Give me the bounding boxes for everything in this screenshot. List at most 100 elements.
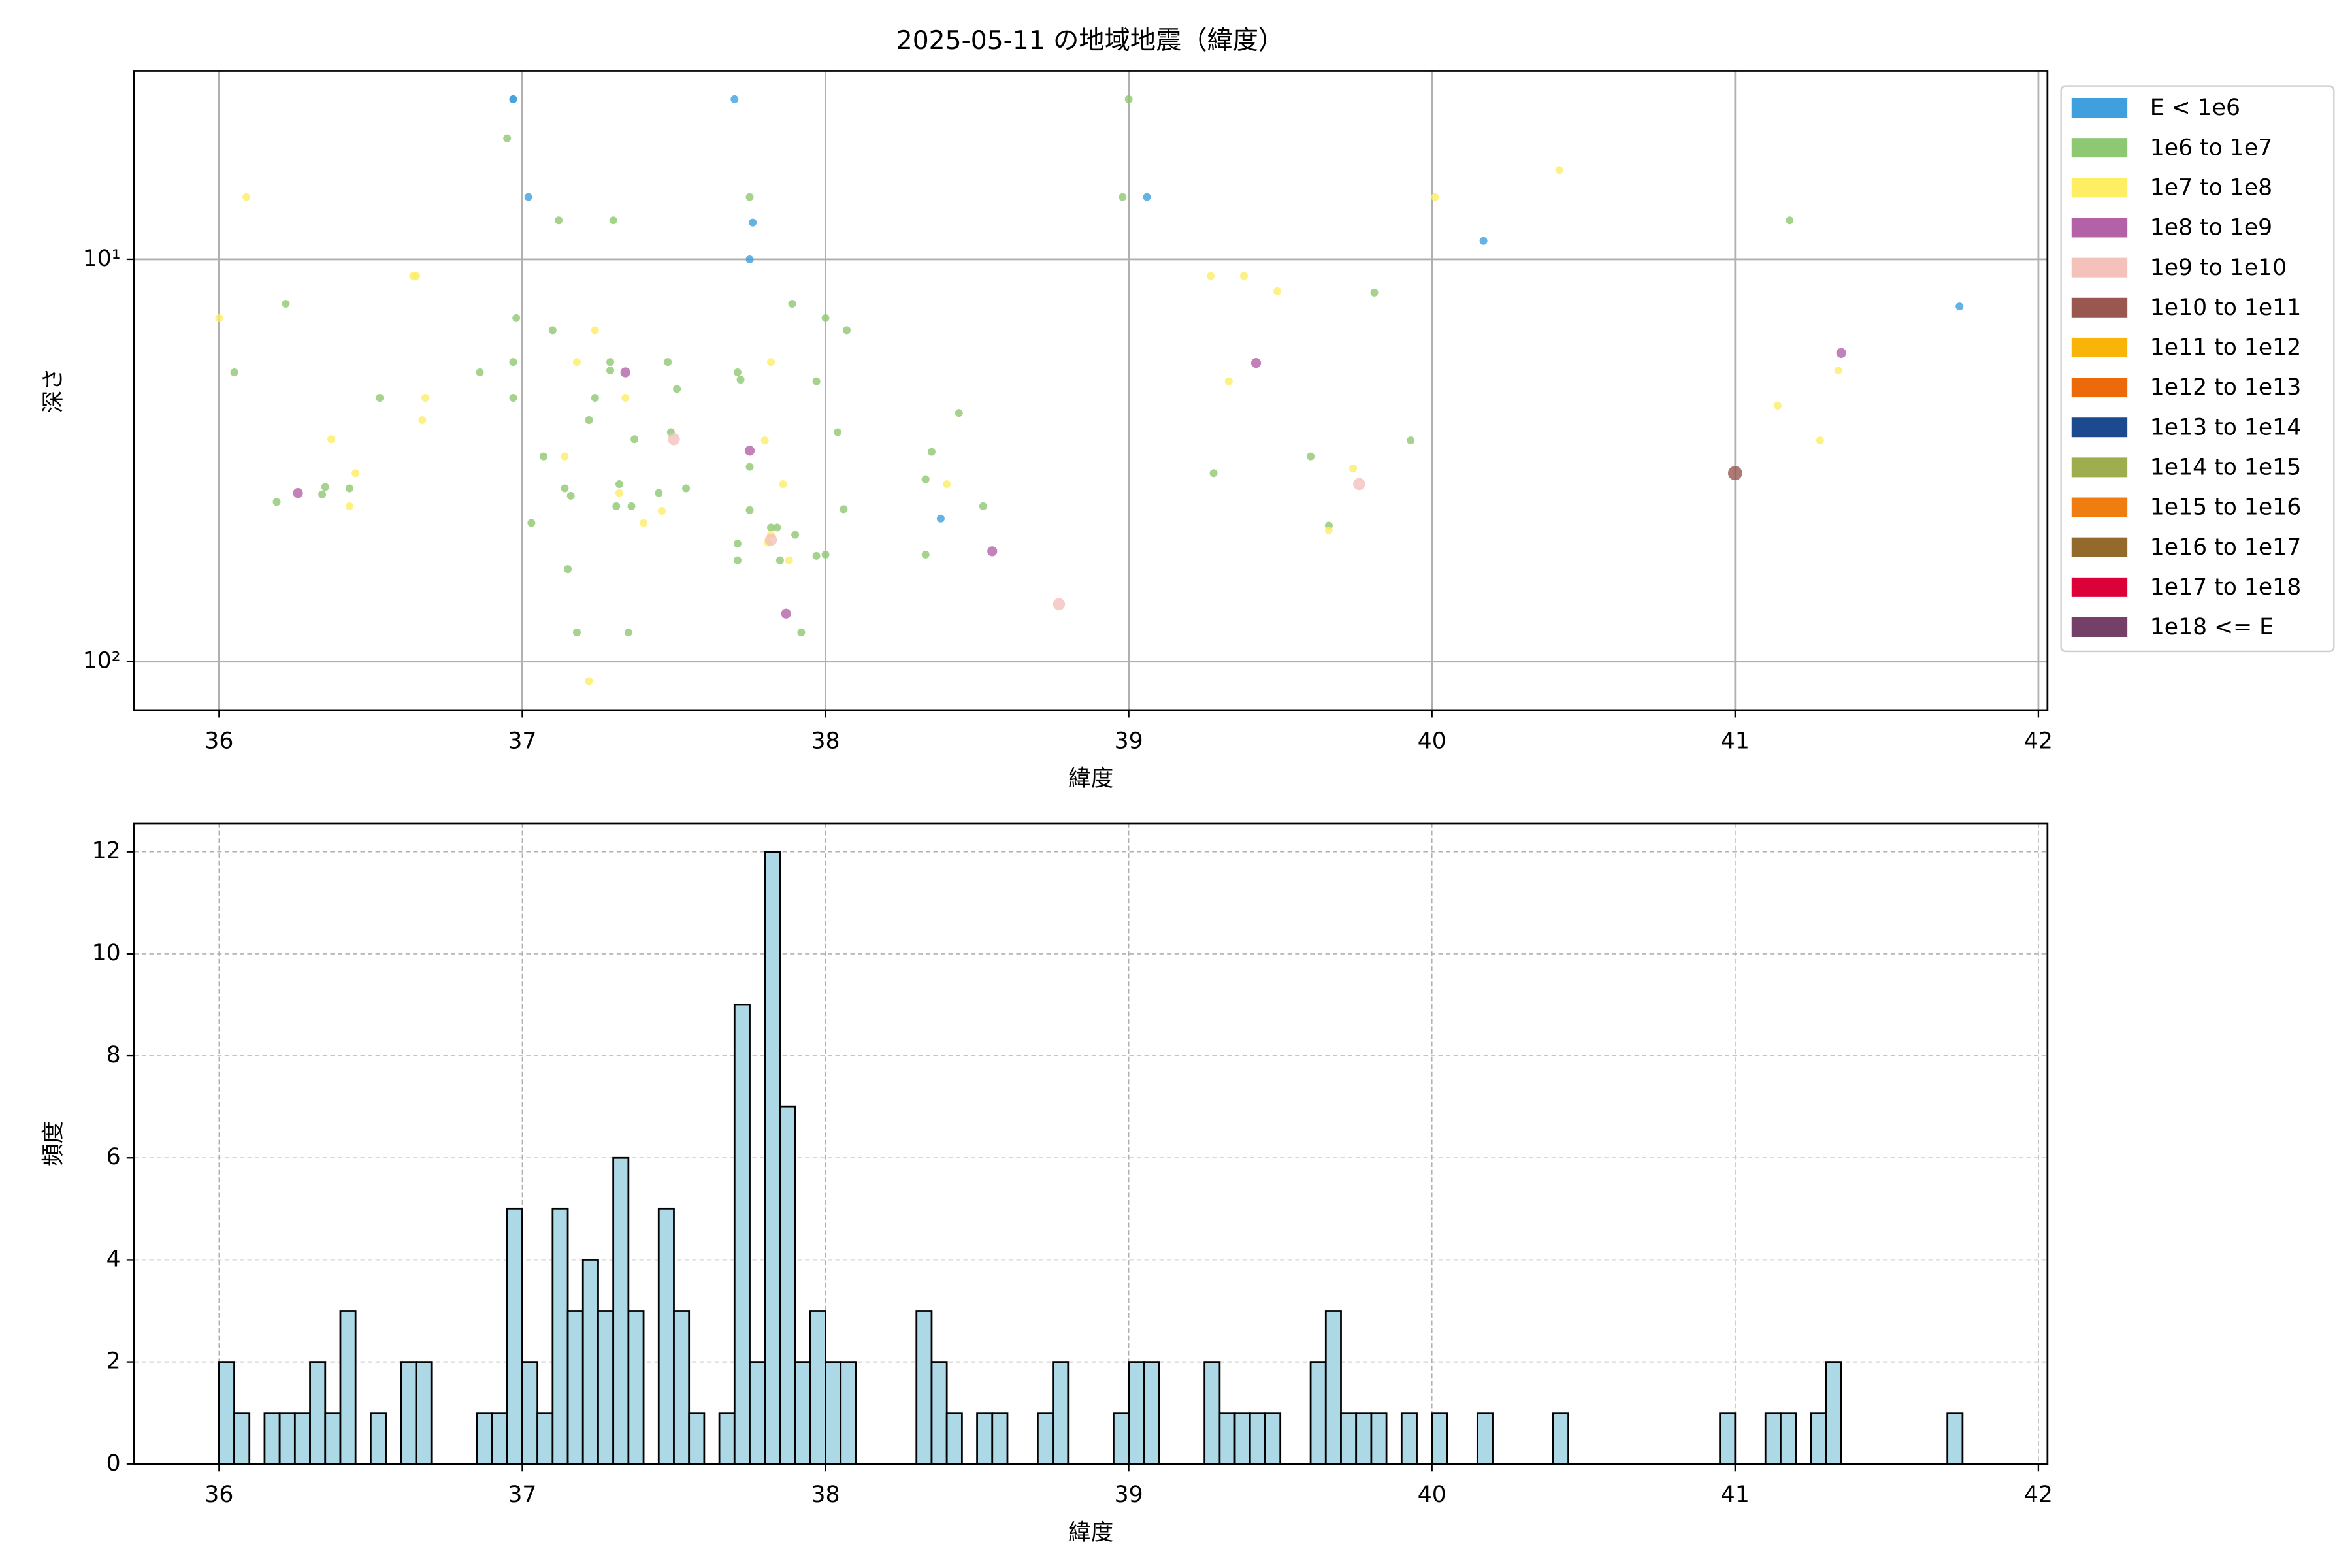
legend-swatch: [2071, 537, 2128, 557]
scatter-point: [821, 550, 830, 559]
chart-title: 2025-05-11 の地域地震（緯度）: [896, 26, 1284, 56]
histogram-bar: [551, 1207, 569, 1465]
histogram-bar: [369, 1412, 387, 1465]
x-tick-label: 42: [2024, 1482, 2053, 1508]
legend-swatch: [2071, 257, 2128, 278]
scatter-point: [791, 531, 800, 539]
histogram-bar: [506, 1207, 523, 1465]
scatter-point: [1273, 287, 1282, 295]
x-tick-label: 41: [1721, 1482, 1750, 1508]
histogram-bar: [1143, 1361, 1160, 1465]
scatter-point: [745, 193, 754, 201]
scatter-point: [282, 300, 290, 308]
histogram-bar: [1052, 1361, 1070, 1465]
scatter-point: [503, 134, 512, 142]
scatter-point: [509, 358, 517, 367]
scatter-point: [1773, 401, 1782, 410]
legend-swatch: [2071, 577, 2128, 597]
histogram-bar: [825, 1361, 842, 1465]
scatter-point: [1431, 193, 1439, 201]
x-tick-label: 40: [1418, 728, 1446, 754]
histogram-bar: [809, 1310, 826, 1465]
y-tick-label: 12: [92, 838, 121, 864]
scatter-point: [1119, 193, 1127, 201]
scatter-point: [1307, 452, 1315, 461]
histogram-bar: [991, 1412, 1009, 1465]
scatter-point: [630, 435, 639, 444]
scatter-point: [621, 394, 630, 402]
scatter-point: [624, 628, 632, 636]
scatter-point: [657, 506, 666, 515]
plot-border: [133, 822, 2049, 1465]
scatter-point: [615, 480, 623, 488]
scatter-point: [561, 452, 569, 461]
scatter-point: [1209, 469, 1218, 478]
legend-label: 1e6 to 1e7: [2150, 135, 2272, 161]
scatter-point: [476, 368, 484, 376]
histogram-bar: [339, 1310, 357, 1465]
legend-label: 1e11 to 1e12: [2150, 335, 2301, 361]
histogram-bar: [1113, 1412, 1130, 1465]
legend-label: 1e9 to 1e10: [2150, 255, 2287, 281]
legend-label: 1e14 to 1e15: [2150, 455, 2301, 481]
scatter-point: [318, 490, 327, 498]
scatter-point: [1816, 436, 1824, 445]
histogram-bar: [1431, 1412, 1448, 1465]
scatter-point: [215, 314, 223, 322]
scatter-point: [1407, 436, 1415, 445]
histogram-bar: [1552, 1412, 1569, 1465]
histogram-bar: [1233, 1412, 1251, 1465]
histogram-bar: [627, 1310, 645, 1465]
histogram-bar: [718, 1412, 736, 1465]
scatter-point: [606, 358, 615, 367]
scatter-point: [664, 358, 672, 367]
scatter-point: [682, 484, 691, 493]
legend-box: [2060, 85, 2335, 653]
legend-label: 1e17 to 1e18: [2150, 574, 2301, 600]
scatter-point: [840, 505, 848, 514]
scatter-point: [561, 484, 569, 493]
histogram-bar: [1719, 1412, 1737, 1465]
scatter-point: [1370, 288, 1379, 297]
scatter-point: [539, 452, 547, 461]
histogram-bar: [1340, 1412, 1358, 1465]
scatter-point: [345, 484, 353, 493]
scatter-point: [781, 608, 791, 619]
x-axis-label: 緯度: [1068, 1520, 1113, 1546]
scatter-point: [943, 480, 951, 488]
x-tick-label: 42: [2024, 728, 2053, 754]
histogram-bar: [733, 1004, 751, 1465]
scatter-point: [749, 218, 757, 227]
scatter-point: [987, 546, 998, 557]
scatter-point: [242, 193, 251, 201]
legend-swatch: [2071, 617, 2128, 637]
scatter-point: [776, 556, 784, 564]
histogram-bar: [612, 1156, 630, 1465]
scatter-point: [733, 556, 742, 564]
scatter-point: [272, 498, 281, 506]
legend-label: 1e7 to 1e8: [2150, 174, 2272, 201]
legend-swatch: [2071, 497, 2128, 517]
histogram-bar: [1825, 1361, 1842, 1465]
y-tick-label: 2: [106, 1348, 121, 1375]
scatter-point: [812, 377, 821, 385]
histogram-bar: [400, 1361, 417, 1465]
histogram-bar: [688, 1412, 706, 1465]
histogram-bar: [278, 1412, 296, 1465]
x-tick-label: 38: [811, 728, 840, 754]
scatter-point: [421, 394, 429, 402]
scatter-point: [620, 367, 630, 378]
histogram-bar: [915, 1310, 933, 1465]
legend-swatch: [2071, 138, 2128, 158]
histogram-bar: [415, 1361, 433, 1465]
scatter-point: [745, 255, 754, 263]
legend-label: 1e10 to 1e11: [2150, 295, 2301, 321]
histogram-bar: [536, 1412, 554, 1465]
scatter-point: [566, 491, 575, 500]
histogram-bar: [476, 1412, 493, 1465]
histogram-bar: [324, 1412, 342, 1465]
legend-label: 1e13 to 1e14: [2150, 414, 2301, 440]
scatter-point: [230, 368, 238, 376]
histogram-bar: [1203, 1361, 1221, 1465]
